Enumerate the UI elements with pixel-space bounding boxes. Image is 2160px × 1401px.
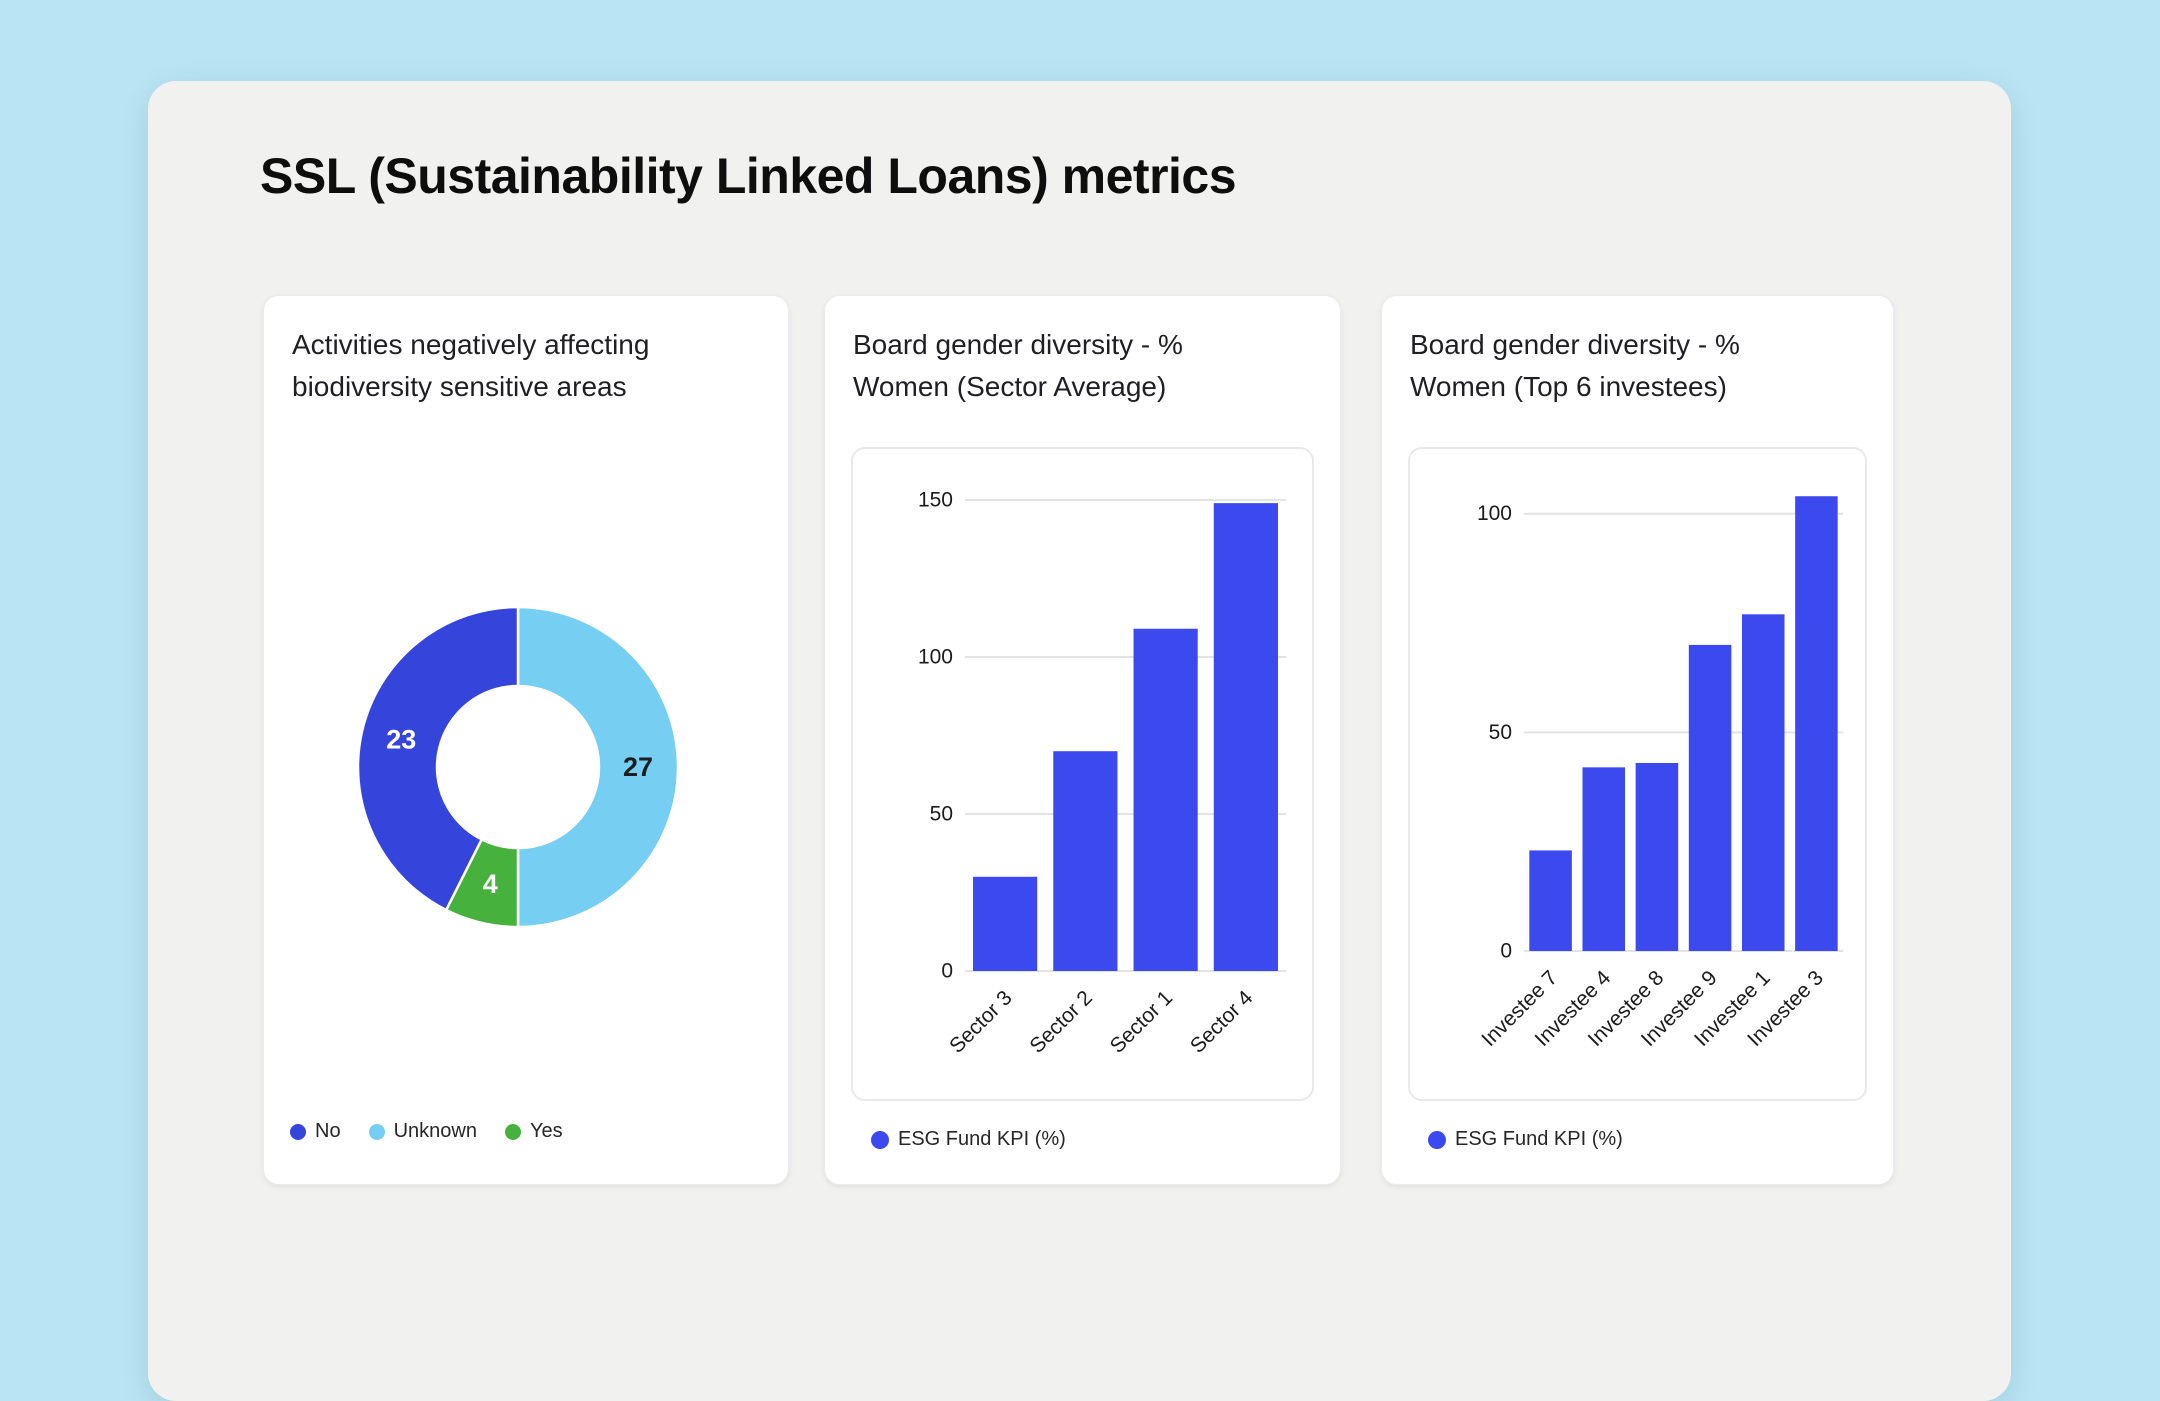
- legend-label-esg: ESG Fund KPI (%): [1455, 1128, 1623, 1150]
- x-category-label: Sector 1: [1106, 986, 1178, 1058]
- card-biodiversity-title: Activities negatively affecting biodiver…: [292, 324, 649, 408]
- legend-item-unknown[interactable]: Unknown: [368, 1120, 477, 1143]
- doughnut-slice-unknown[interactable]: [516, 605, 680, 929]
- y-tick-label: 0: [1500, 940, 1512, 963]
- card-sector-average-title: Board gender diversity - % Women (Sector…: [853, 324, 1183, 408]
- legend-item-esg-fund-kpi[interactable]: ESG Fund KPI (%): [871, 1128, 1066, 1151]
- card-title-line2: Women (Top 6 investees): [1410, 371, 1727, 402]
- doughnut-slice-no[interactable]: [356, 605, 520, 912]
- legend-item-yes[interactable]: Yes: [504, 1120, 563, 1143]
- y-tick-label: 0: [941, 960, 953, 983]
- sector-average-legend: ESG Fund KPI (%): [871, 1128, 1066, 1151]
- legend-label-yes: Yes: [529, 1120, 563, 1142]
- bar-sector-1[interactable]: [1133, 628, 1198, 971]
- legend-dot-no-icon: [290, 1123, 306, 1140]
- legend-label-unknown: Unknown: [393, 1120, 477, 1142]
- bar-investee-7[interactable]: [1529, 850, 1572, 951]
- card-top-investees-title: Board gender diversity - % Women (Top 6 …: [1410, 324, 1740, 408]
- legend-dot-esg-icon: [871, 1130, 889, 1149]
- card-top-investees: Board gender diversity - % Women (Top 6 …: [1381, 295, 1894, 1185]
- slice-value-label: 4: [483, 869, 498, 899]
- card-title-line1: Activities negatively affecting: [292, 329, 650, 360]
- card-title-line1: Board gender diversity - %: [853, 329, 1183, 360]
- legend-label-no: No: [315, 1120, 341, 1142]
- card-title-line2: biodiversity sensitive areas: [292, 371, 627, 402]
- card-title-line2: Women (Sector Average): [853, 371, 1167, 402]
- x-category-label: Sector 2: [1025, 986, 1097, 1058]
- card-sector-average: Board gender diversity - % Women (Sector…: [824, 295, 1341, 1185]
- bar-investee-8[interactable]: [1635, 762, 1679, 951]
- page-title: SSL (Sustainability Linked Loans) metric…: [260, 148, 1237, 204]
- doughnut-legend: No Unknown Yes: [290, 1120, 563, 1143]
- bar-investee-4[interactable]: [1582, 767, 1626, 951]
- bar-sector-4[interactable]: [1213, 503, 1278, 971]
- doughnut-chart[interactable]: 27 4 23: [346, 595, 690, 939]
- y-tick-label: 50: [1489, 721, 1512, 744]
- y-tick-label: 150: [918, 489, 953, 512]
- legend-dot-unknown-icon: [368, 1123, 385, 1140]
- legend-dot-esg-icon: [1428, 1130, 1446, 1149]
- card-biodiversity: Activities negatively affecting biodiver…: [263, 295, 789, 1185]
- top-investees-legend: ESG Fund KPI (%): [1428, 1128, 1623, 1151]
- legend-dot-yes-icon: [504, 1123, 521, 1140]
- x-category-label: Sector 3: [945, 986, 1017, 1058]
- slice-value-label: 27: [623, 752, 653, 782]
- top-investees-chart-frame: 0 50 100 Investee 7 Investee 4 Investee 8 Inve…: [1408, 447, 1867, 1101]
- bar-sector-2[interactable]: [1053, 751, 1118, 971]
- y-tick-label: 50: [930, 803, 953, 826]
- sector-average-bar-chart[interactable]: 0 50 100 150 Sector 3 Sector 2 Sector 1 Sector …: [853, 449, 1314, 1099]
- legend-item-no[interactable]: No: [290, 1120, 341, 1143]
- y-tick-label: 100: [1477, 502, 1512, 525]
- legend-label-esg: ESG Fund KPI (%): [898, 1128, 1066, 1150]
- bar-investee-3[interactable]: [1795, 496, 1838, 951]
- legend-item-esg-fund-kpi[interactable]: ESG Fund KPI (%): [1428, 1128, 1623, 1151]
- bar-investee-1[interactable]: [1741, 614, 1785, 951]
- metrics-panel: SSL (Sustainability Linked Loans) metric…: [148, 81, 2011, 1401]
- slice-value-label: 23: [386, 724, 416, 754]
- y-tick-label: 100: [918, 646, 953, 669]
- card-title-line1: Board gender diversity - %: [1410, 329, 1740, 360]
- bar-investee-9[interactable]: [1688, 644, 1732, 951]
- sector-average-chart-frame: 0 50 100 150 Sector 3 Sector 2 Sector 1 Sector …: [851, 447, 1314, 1101]
- bar-sector-3[interactable]: [973, 876, 1038, 971]
- x-category-label: Sector 4: [1186, 986, 1258, 1058]
